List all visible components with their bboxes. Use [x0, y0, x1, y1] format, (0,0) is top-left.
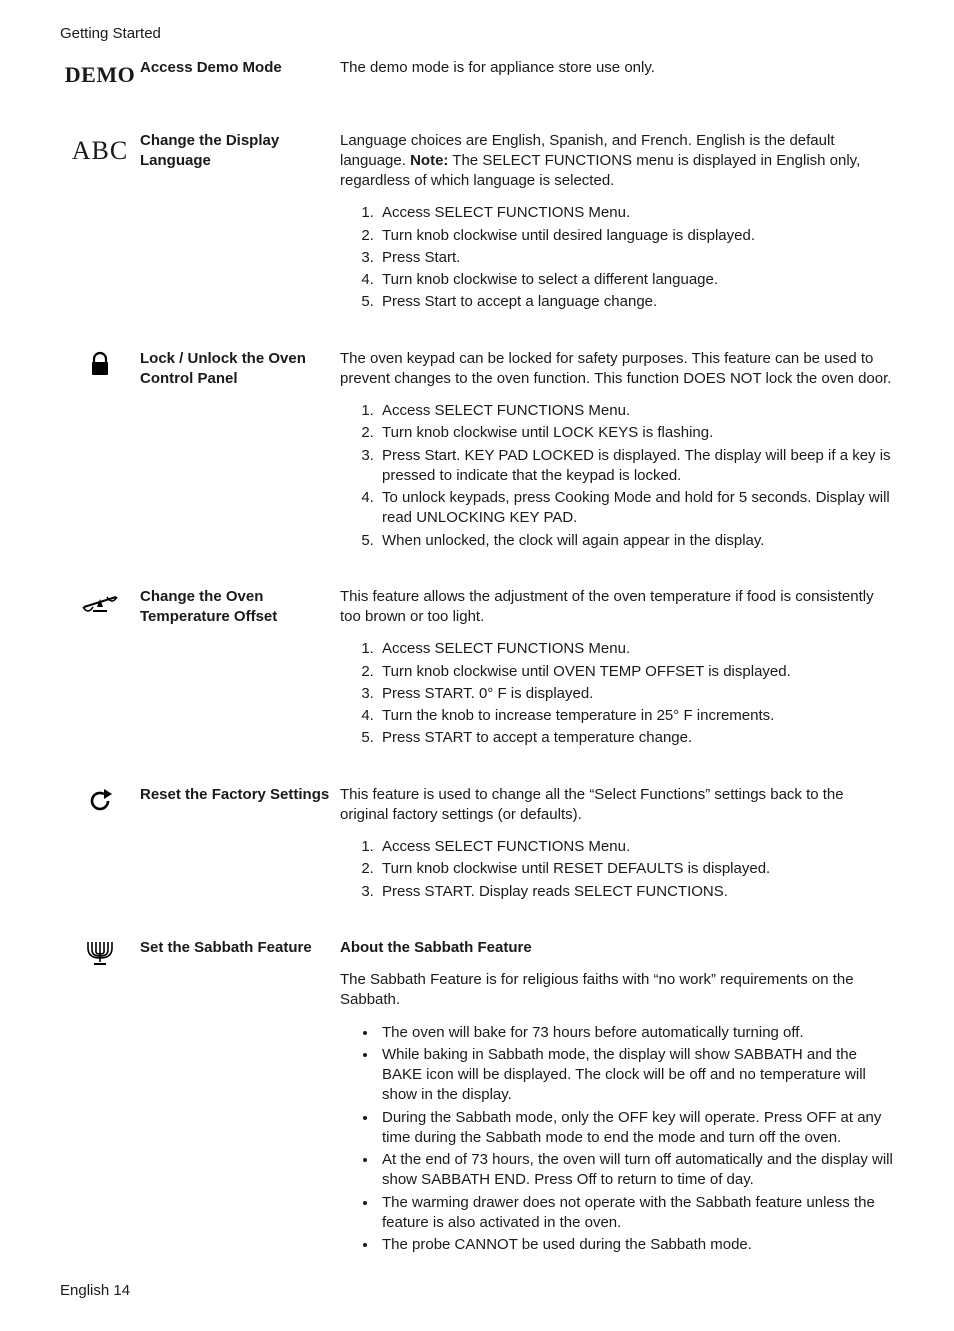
icon-col [60, 349, 140, 561]
section-offset: Change the Oven Temperature Offset This … [60, 587, 894, 759]
step-item: Access SELECT FUNCTIONS Menu. [378, 203, 894, 223]
section-title: Change the Oven Temperature Offset [140, 587, 330, 628]
step-item: Turn knob clockwise until LOCK KEYS is f… [378, 423, 894, 443]
step-item: Press START. 0° F is displayed. [378, 684, 894, 704]
steps-list: Access SELECT FUNCTIONS Menu. Turn knob … [340, 639, 894, 748]
section-intro: The demo mode is for appliance store use… [340, 58, 894, 78]
section-title: Set the Sabbath Feature [140, 938, 330, 958]
bullet-item: While baking in Sabbath mode, the displa… [378, 1045, 894, 1106]
step-item: To unlock keypads, press Cooking Mode an… [378, 488, 894, 529]
bullet-list: The oven will bake for 73 hours before a… [340, 1023, 894, 1256]
step-item: Access SELECT FUNCTIONS Menu. [378, 639, 894, 659]
section-intro: Language choices are English, Spanish, a… [340, 131, 894, 192]
page-heading: Getting Started [60, 24, 894, 44]
abc-icon: ABC [72, 133, 128, 168]
steps-list: Access SELECT FUNCTIONS Menu. Turn knob … [340, 401, 894, 551]
steps-list: Access SELECT FUNCTIONS Menu. Turn knob … [340, 203, 894, 312]
balance-icon [80, 589, 120, 615]
step-item: Turn knob clockwise until RESET DEFAULTS… [378, 859, 894, 879]
title-col: Change the Oven Temperature Offset [140, 587, 340, 759]
section-intro: This feature allows the adjustment of th… [340, 587, 894, 628]
icon-col [60, 785, 140, 912]
section-intro: This feature is used to change all the “… [340, 785, 894, 826]
section-title: Change the Display Language [140, 131, 330, 172]
section-language: ABC Change the Display Language Language… [60, 131, 894, 323]
icon-col: DEMO [60, 58, 140, 90]
step-item: Turn knob clockwise until desired langua… [378, 226, 894, 246]
section-demo: DEMO Access Demo Mode The demo mode is f… [60, 58, 894, 90]
title-col: Change the Display Language [140, 131, 340, 323]
step-item: Access SELECT FUNCTIONS Menu. [378, 401, 894, 421]
note-label: Note: [410, 152, 448, 169]
body-col: About the Sabbath Feature The Sabbath Fe… [340, 938, 894, 1266]
body-col: Language choices are English, Spanish, a… [340, 131, 894, 323]
section-title: Access Demo Mode [140, 58, 330, 78]
icon-col [60, 587, 140, 759]
body-col: The oven keypad can be locked for safety… [340, 349, 894, 561]
step-item: Press Start. [378, 248, 894, 268]
section-lock: Lock / Unlock the Oven Control Panel The… [60, 349, 894, 561]
lock-icon [88, 351, 112, 377]
title-col: Reset the Factory Settings [140, 785, 340, 912]
icon-col: ABC [60, 131, 140, 323]
page-footer: English 14 [60, 1281, 130, 1301]
step-item: Access SELECT FUNCTIONS Menu. [378, 837, 894, 857]
page: Getting Started DEMO Access Demo Mode Th… [0, 0, 954, 1331]
bullet-item: The warming drawer does not operate with… [378, 1193, 894, 1234]
steps-list: Access SELECT FUNCTIONS Menu. Turn knob … [340, 837, 894, 902]
bullet-item: The oven will bake for 73 hours before a… [378, 1023, 894, 1043]
body-col: This feature allows the adjustment of th… [340, 587, 894, 759]
section-reset: Reset the Factory Settings This feature … [60, 785, 894, 912]
title-col: Lock / Unlock the Oven Control Panel [140, 349, 340, 561]
section-intro: The oven keypad can be locked for safety… [340, 349, 894, 390]
demo-icon: DEMO [65, 60, 135, 90]
step-item: Press START. Display reads SELECT FUNCTI… [378, 882, 894, 902]
body-col: The demo mode is for appliance store use… [340, 58, 894, 90]
bullet-item: At the end of 73 hours, the oven will tu… [378, 1150, 894, 1191]
section-intro: The Sabbath Feature is for religious fai… [340, 970, 894, 1011]
body-col: This feature is used to change all the “… [340, 785, 894, 912]
step-item: Press START to accept a temperature chan… [378, 728, 894, 748]
step-item: Turn the knob to increase temperature in… [378, 706, 894, 726]
title-col: Set the Sabbath Feature [140, 938, 340, 1266]
section-title: Lock / Unlock the Oven Control Panel [140, 349, 330, 390]
section-sabbath: Set the Sabbath Feature About the Sabbat… [60, 938, 894, 1266]
title-col: Access Demo Mode [140, 58, 340, 90]
step-item: Press Start to accept a language change. [378, 292, 894, 312]
reset-icon [86, 787, 114, 815]
section-title: Reset the Factory Settings [140, 785, 330, 805]
step-item: Turn knob clockwise until OVEN TEMP OFFS… [378, 662, 894, 682]
step-item: Turn knob clockwise to select a differen… [378, 270, 894, 290]
menorah-icon [85, 940, 115, 968]
step-item: When unlocked, the clock will again appe… [378, 531, 894, 551]
bullet-item: During the Sabbath mode, only the OFF ke… [378, 1108, 894, 1149]
step-item: Press Start. KEY PAD LOCKED is displayed… [378, 446, 894, 487]
bullet-item: The probe CANNOT be used during the Sabb… [378, 1235, 894, 1255]
icon-col [60, 938, 140, 1266]
section-subtitle: About the Sabbath Feature [340, 938, 894, 958]
